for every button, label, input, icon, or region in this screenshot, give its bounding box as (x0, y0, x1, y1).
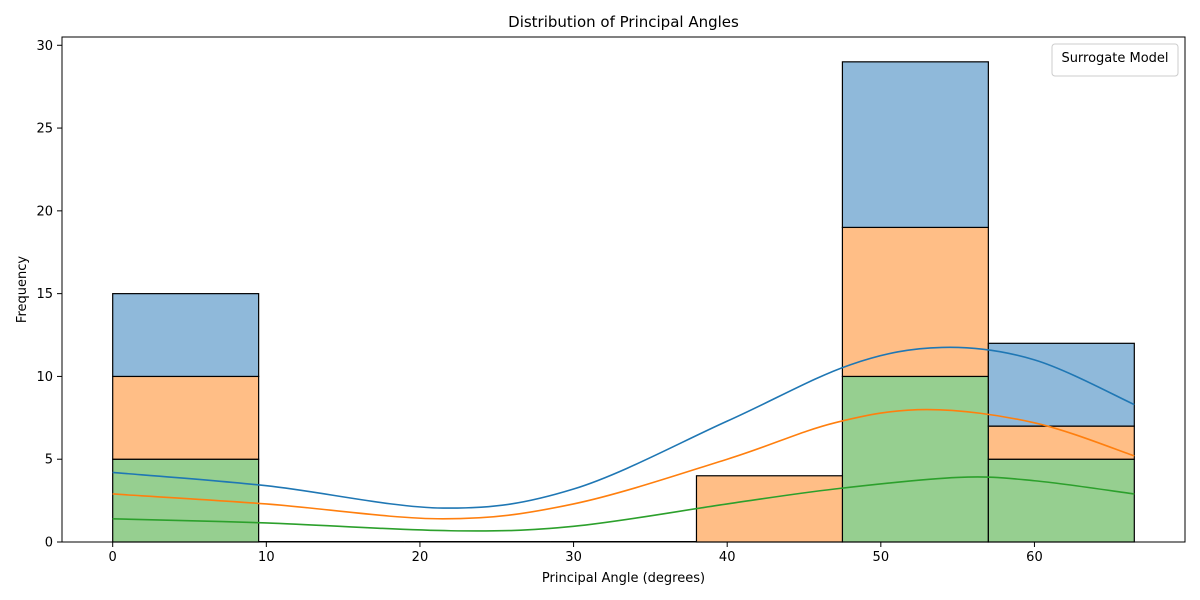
x-tick-label: 50 (873, 550, 890, 565)
histogram-bar (841, 375, 989, 543)
histogram-bar (695, 475, 844, 543)
histogram-bar (841, 61, 989, 229)
histogram-bar (112, 458, 260, 543)
kde-curve (112, 346, 1135, 509)
histogram-bar (112, 293, 260, 378)
legend-title: Surrogate Model (1061, 51, 1168, 66)
x-tick-label: 40 (719, 550, 736, 565)
kde-curves (112, 346, 1135, 532)
plot-frame (61, 36, 1186, 543)
x-tick-label: 30 (565, 550, 582, 565)
y-tick-label: 30 (36, 39, 53, 54)
kde-curve (112, 408, 1135, 520)
y-tick-label: 20 (36, 204, 53, 219)
histogram-bars (112, 61, 1135, 543)
y-axis-ticks: 0 5 10 15 20 25 30 (36, 39, 62, 551)
x-tick-label: 0 (109, 550, 117, 565)
y-axis-label: Frequency (15, 256, 30, 323)
y-tick-label: 0 (45, 536, 53, 551)
chart-title: Distribution of Principal Angles (508, 13, 739, 31)
histogram-bar (987, 425, 1135, 460)
kde-curve (112, 476, 1135, 532)
legend-box (1051, 43, 1179, 77)
histogram-bar (987, 458, 1135, 543)
y-tick-label: 25 (36, 122, 53, 137)
legend: Surrogate Model (1051, 43, 1179, 77)
histogram-bar (841, 226, 989, 378)
y-tick-label: 15 (36, 287, 53, 302)
x-tick-label: 20 (412, 550, 429, 565)
histogram-bar (987, 342, 1135, 427)
x-axis-label: Principal Angle (degrees) (542, 571, 705, 586)
histogram-bar (112, 375, 260, 460)
x-tick-label: 10 (258, 550, 275, 565)
x-tick-label: 60 (1026, 550, 1043, 565)
y-tick-label: 5 (45, 453, 53, 468)
x-axis-ticks: 0 10 20 30 40 50 60 (109, 542, 1043, 565)
y-tick-label: 10 (36, 370, 53, 385)
